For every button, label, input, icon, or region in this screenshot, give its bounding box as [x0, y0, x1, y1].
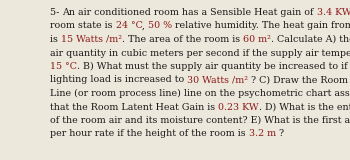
Text: 60 m²: 60 m² — [243, 35, 271, 44]
Text: . D) What is the enthalpy: . D) What is the enthalpy — [259, 103, 350, 112]
Text: room state is: room state is — [50, 21, 116, 31]
Text: 30 Watts /m²: 30 Watts /m² — [187, 76, 248, 84]
Text: 3.2 m: 3.2 m — [248, 129, 276, 139]
Text: ?: ? — [276, 129, 284, 139]
Text: per hour rate if the height of the room is: per hour rate if the height of the room … — [50, 129, 248, 139]
Text: . B) What must the supply air quantity be increased to if the: . B) What must the supply air quantity b… — [77, 62, 350, 71]
Text: 50 %: 50 % — [148, 21, 173, 31]
Text: 24 °C: 24 °C — [116, 21, 142, 31]
Text: air quantity in cubic meters per second if the supply air temperature is: air quantity in cubic meters per second … — [50, 48, 350, 57]
Text: . The area of the room is: . The area of the room is — [122, 35, 243, 44]
Text: An air conditioned room has a Sensible Heat gain of: An air conditioned room has a Sensible H… — [62, 8, 317, 17]
Text: ,: , — [142, 21, 148, 31]
Text: of the room air and its moisture content? E) What is the first air changes: of the room air and its moisture content… — [50, 116, 350, 125]
Text: ? C) Draw the Room Ratio: ? C) Draw the Room Ratio — [248, 76, 350, 84]
Text: Line (or room process line) line on the psychometric chart assuming: Line (or room process line) line on the … — [50, 89, 350, 98]
Text: lighting load is increased to: lighting load is increased to — [50, 76, 187, 84]
Text: 0.23 KW: 0.23 KW — [218, 103, 259, 112]
Text: . Calculate A) the supply: . Calculate A) the supply — [271, 35, 350, 44]
Text: 15 °C: 15 °C — [50, 62, 77, 71]
Text: 5-: 5- — [50, 8, 62, 17]
Text: 3.4 KW: 3.4 KW — [317, 8, 350, 17]
Text: is: is — [50, 35, 61, 44]
Text: relative humidity. The heat gain from lighting: relative humidity. The heat gain from li… — [173, 21, 350, 31]
Text: that the Room Latent Heat Gain is: that the Room Latent Heat Gain is — [50, 103, 218, 112]
Text: 15 Watts /m²: 15 Watts /m² — [61, 35, 122, 44]
